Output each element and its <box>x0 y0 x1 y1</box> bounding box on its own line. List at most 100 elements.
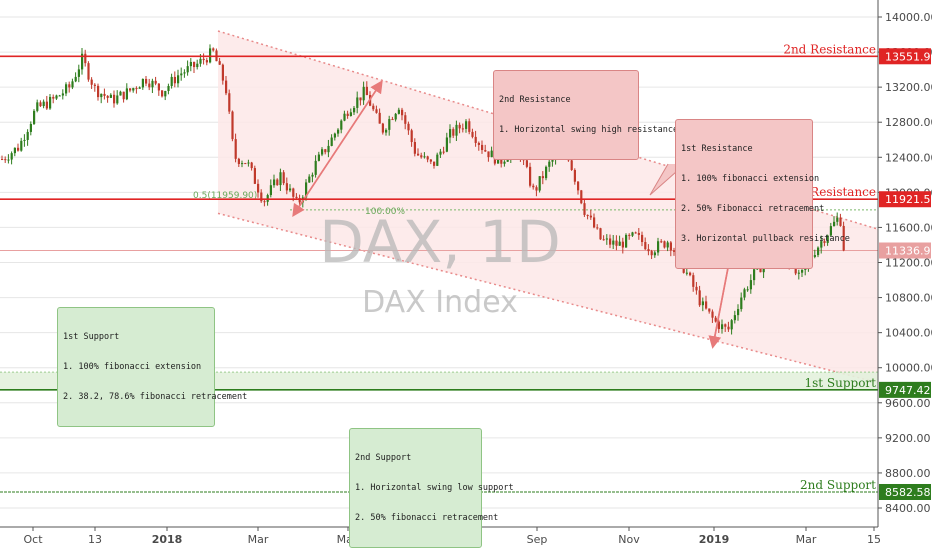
candle-body <box>225 80 228 94</box>
channel-lower-line <box>217 212 879 384</box>
candle-body <box>298 198 301 203</box>
candle-body <box>692 275 695 287</box>
candle-body <box>746 289 749 291</box>
annotation-resistance2[interactable]: 2nd Resistance 1. Horizontal swing high … <box>493 70 678 160</box>
candle-body <box>42 101 45 107</box>
candle-body <box>93 84 96 86</box>
candle-body <box>381 123 384 133</box>
candle-body <box>730 320 733 330</box>
candle-body <box>317 154 320 161</box>
candle-body <box>189 61 192 67</box>
candle-body <box>343 113 346 121</box>
candle-body <box>429 159 432 162</box>
candle-body <box>391 119 394 121</box>
candle-body <box>164 90 167 97</box>
time-tick-label: Mar <box>796 533 817 546</box>
candle-body <box>641 234 644 243</box>
candle-body <box>708 308 711 312</box>
candle-body <box>836 217 839 222</box>
candle-body <box>698 290 701 306</box>
candle-body <box>193 61 196 68</box>
candle-body <box>465 121 468 129</box>
candle-body <box>663 241 666 248</box>
candle-body <box>599 228 602 240</box>
candle-body <box>378 112 381 124</box>
price-tag-bg <box>879 48 931 65</box>
annotation-support1[interactable]: 1st Support 1. 100% fibonacci extension … <box>57 307 247 427</box>
annotation-support2-line: 2. 50% fibonacci retracement <box>355 513 499 523</box>
candle-body <box>231 111 234 140</box>
candle-body <box>823 241 826 243</box>
candle-body <box>833 221 836 227</box>
candle-body <box>669 242 672 251</box>
candle-body <box>538 176 541 191</box>
candle-body <box>737 309 740 316</box>
level-label: 2nd Support <box>800 478 876 492</box>
candle-body <box>701 301 704 306</box>
candle-body <box>103 93 106 96</box>
price-axis-bg <box>878 0 932 550</box>
annotation-support1-line: 1. 100% fibonacci extension <box>63 362 202 372</box>
time-tick-label: 13 <box>88 533 102 546</box>
candle-body <box>753 269 756 281</box>
price-tick-label: 14000.00 <box>885 11 932 24</box>
annotation-resistance1[interactable]: 1st Resistance 1. 100% fibonacci extensi… <box>675 119 850 269</box>
candle-body <box>388 119 391 130</box>
candle-body <box>135 88 138 90</box>
annotation-support2[interactable]: 2nd Support 1. Horizontal swing low supp… <box>349 428 514 548</box>
candle-body <box>532 185 535 188</box>
candle-body <box>625 234 628 248</box>
price-tag-bg <box>879 242 931 259</box>
candle-body <box>273 179 276 186</box>
candle-body <box>129 88 132 91</box>
fib-100-label: 100.00% <box>365 207 405 217</box>
candle-body <box>618 241 621 246</box>
candle-body <box>593 217 596 228</box>
price-tag-label: 11921.58 <box>885 193 932 206</box>
candle-body <box>548 161 551 167</box>
candle-body <box>247 162 250 164</box>
candle-body <box>417 153 420 156</box>
candle-body <box>209 48 212 63</box>
candle-body <box>394 113 397 120</box>
candle-body <box>529 166 532 186</box>
level-label: 1st Support <box>804 376 876 390</box>
candle-body <box>455 124 458 136</box>
candle-body <box>673 250 676 252</box>
candle-body <box>621 241 624 248</box>
time-tick-label: Oct <box>23 533 43 546</box>
candle-body <box>359 97 362 101</box>
candle-body <box>477 142 480 145</box>
candle-body <box>45 101 48 109</box>
candle-body <box>173 76 176 84</box>
candle-body <box>55 95 58 99</box>
candle-body <box>637 232 640 235</box>
candle-body <box>647 249 650 252</box>
candle-body <box>820 241 823 248</box>
candle-body <box>279 172 282 186</box>
candle-body <box>724 324 727 327</box>
candle-body <box>580 190 583 204</box>
price-tag-label: 13551.94 <box>885 50 932 63</box>
candle-body <box>106 95 109 98</box>
candle-body <box>4 159 7 161</box>
candle-body <box>90 79 93 85</box>
candle-body <box>628 234 631 236</box>
candle-body <box>570 160 573 170</box>
candle-body <box>116 95 119 104</box>
candle-body <box>29 123 32 132</box>
candle-body <box>269 185 272 196</box>
price-tick-label: 8400.00 <box>885 502 931 515</box>
candle-body <box>353 107 356 113</box>
candle-body <box>87 63 90 80</box>
candle-body <box>257 183 260 193</box>
candle-body <box>490 150 493 158</box>
candle-body <box>65 84 68 94</box>
candle-body <box>541 176 544 179</box>
arrow-down-1 <box>292 82 382 217</box>
candle-body <box>202 58 205 61</box>
candle-body <box>13 147 16 154</box>
watermark-name: DAX Index <box>362 285 518 320</box>
price-tag-label: 8582.58 <box>885 486 931 499</box>
candle-body <box>74 76 77 82</box>
